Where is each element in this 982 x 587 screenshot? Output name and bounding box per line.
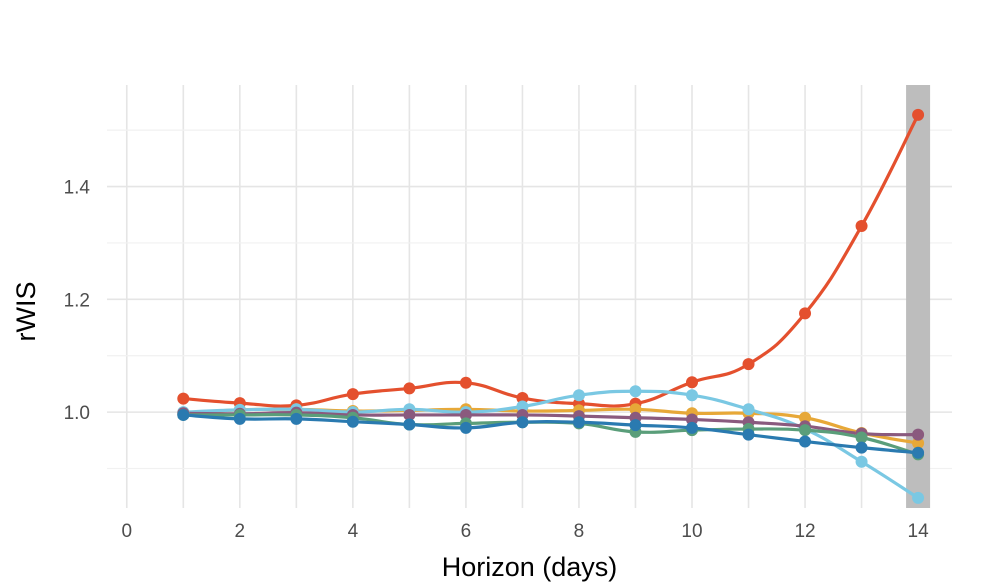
series-5-point-12 (799, 424, 812, 437)
series-2-point-9 (629, 403, 642, 416)
series-3-point-8 (572, 389, 585, 402)
x-tick-labels: 0 2 4 6 8 10 12 14 (121, 521, 929, 542)
series-3-point-10 (686, 389, 698, 402)
series-1-point-11 (742, 358, 755, 371)
x-tick-label: 10 (681, 521, 702, 542)
series-6-point-5 (403, 418, 416, 431)
series-3-point-14 (912, 491, 925, 504)
series-1-point-10 (686, 376, 698, 389)
series-6-point-14 (912, 446, 925, 459)
series-6-point-3 (290, 412, 303, 425)
x-tick-label: 12 (794, 521, 815, 542)
series-points (177, 108, 925, 504)
series-4-point-14 (912, 428, 925, 441)
series-line-1 (181, 113, 920, 408)
x-axis-title: Horizon (days) (442, 552, 618, 582)
series-6-point-2 (233, 412, 246, 425)
series-2-point-12 (799, 411, 812, 424)
series-6-point-12 (799, 435, 812, 448)
series-1-point-1 (177, 392, 190, 405)
series-1-point-12 (799, 307, 812, 320)
series-6-point-11 (742, 428, 755, 441)
x-tick-label: 2 (235, 521, 246, 542)
y-axis-title: rWIS (11, 282, 41, 342)
series-4-point-10 (686, 413, 698, 426)
series-6-point-6 (459, 421, 472, 434)
series-1-point-7 (516, 392, 529, 405)
series-6-point-10 (686, 421, 698, 434)
series-6-point-13 (855, 441, 868, 454)
y-tick-labels: 1.0 1.2 1.4 (64, 178, 91, 425)
series-3-point-11 (742, 403, 755, 416)
series-3-point-7 (516, 400, 529, 413)
y-tick-label: 1.4 (64, 178, 91, 199)
y-tick-label: 1.2 (64, 290, 90, 311)
x-tick-label: 14 (908, 521, 930, 542)
series-1-point-13 (855, 220, 868, 232)
series-2-point-14 (912, 437, 925, 450)
series-4-point-5 (403, 408, 416, 421)
x-tick-label: 8 (574, 521, 585, 542)
series-1-point-4 (346, 388, 359, 401)
y-tick-label: 1.0 (64, 403, 90, 424)
series-4-point-6 (459, 408, 472, 421)
series-6-point-7 (516, 416, 529, 429)
series-5-point-13 (855, 431, 868, 444)
series-1-point-5 (403, 382, 416, 395)
series-6-point-8 (572, 416, 585, 429)
series-3-point-13 (855, 455, 868, 468)
series-6-point-9 (629, 419, 642, 432)
x-tick-label: 6 (461, 521, 472, 542)
series-3-point-9 (629, 385, 642, 398)
series-1-point-6 (459, 376, 472, 389)
series-6-point-1 (177, 408, 190, 421)
series-6-point-4 (346, 415, 359, 428)
x-tick-label: 0 (121, 521, 132, 542)
x-tick-label: 4 (348, 521, 359, 542)
series-1-point-14 (912, 108, 925, 121)
